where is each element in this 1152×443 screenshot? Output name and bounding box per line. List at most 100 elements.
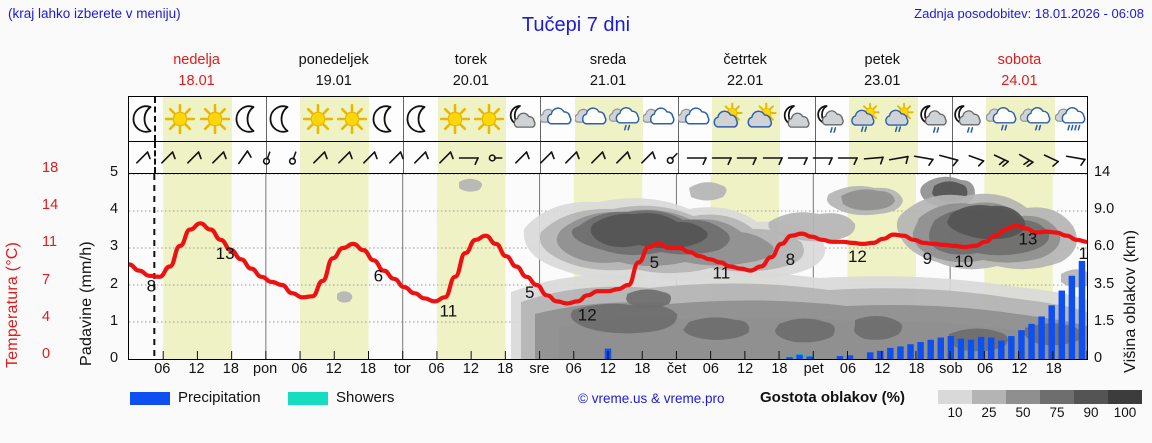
copyright-text[interactable]: © vreme.us & vreme.pro	[578, 391, 725, 406]
cloud-drizzle-icon	[986, 97, 1020, 141]
moon-clear-icon	[232, 97, 266, 141]
day-name: torek	[454, 52, 487, 68]
cloud-density-tick-50: 50	[1015, 405, 1031, 420]
cloud-density-color-scale	[938, 390, 1142, 404]
cloud-drizzle-icon	[1020, 97, 1054, 141]
wind-barb	[634, 142, 659, 173]
x-tick-label: 12	[462, 361, 479, 377]
daylight-shade	[849, 142, 918, 173]
wind-barb	[963, 142, 988, 173]
moon-cloud-icon	[780, 97, 814, 141]
x-tick-label: 06	[565, 361, 582, 377]
cloud-density-swatch-25	[972, 390, 1006, 404]
cloud-overcast-icon	[574, 97, 609, 141]
day-date: 24.01	[1001, 73, 1038, 89]
last-updated-text: Zadnja posodobitev: 18.01.2026 - 06:08	[914, 6, 1144, 21]
wind-barb	[533, 142, 558, 173]
svg-text:13: 13	[216, 244, 235, 263]
temperature-tick-18: 18	[42, 160, 59, 176]
precipitation-legend-swatch	[130, 392, 170, 405]
wind-barb	[887, 142, 912, 173]
x-tick-label: 12	[325, 361, 342, 377]
x-tick-label: 06	[977, 361, 994, 377]
day-column-sreda: sreda 21.01	[539, 50, 676, 94]
wind-barb	[306, 142, 331, 173]
x-tick-label: 18	[1045, 361, 1062, 377]
svg-text:10: 10	[954, 252, 973, 271]
page-title: Tučepi 7 dni	[521, 14, 631, 36]
day-separator	[403, 142, 405, 173]
cloud-overcast-icon	[540, 97, 574, 141]
cloud-density-swatch-50	[1006, 390, 1040, 404]
x-tick-label: 18	[497, 361, 514, 377]
cloud-density-legend-title: Gostota oblakov (%)	[760, 389, 906, 406]
moon-cloud-icon	[506, 97, 540, 141]
cloud-height-tick-1.5: 1.5	[1094, 312, 1115, 329]
day-separator	[951, 97, 953, 141]
day-column-nedelja: nedelja 18.01	[128, 50, 265, 94]
x-tick-label: 06	[291, 361, 308, 377]
current-time-marker	[154, 142, 157, 173]
x-tick-label: 18	[908, 361, 925, 377]
svg-text:8: 8	[786, 250, 795, 269]
x-tick-label: 18	[634, 361, 651, 377]
wind-barb	[660, 142, 685, 173]
x-tick-label: 12	[1011, 361, 1028, 377]
wind-barb	[609, 142, 634, 173]
cloud-height-tick-9.0: 9.0	[1094, 201, 1115, 218]
temperature-tick-0: 0	[42, 346, 51, 362]
showers-legend-swatch	[288, 392, 328, 405]
day-name: četrtek	[723, 52, 767, 68]
wind-barb	[205, 142, 230, 173]
cloud-overcast-icon	[643, 97, 677, 141]
day-column-petek: petek 23.01	[814, 50, 951, 94]
svg-text:12: 12	[848, 247, 867, 266]
cloud-drizzle-icon	[609, 97, 643, 141]
sun-cloud-drizzle-icon	[849, 97, 883, 141]
cloud-density-tick-25: 25	[981, 405, 997, 420]
moon-cloud-drizzle-icon	[952, 97, 986, 141]
cloud-overcast-icon	[677, 97, 712, 141]
svg-text:5: 5	[650, 253, 659, 272]
sun-clear-icon	[438, 97, 472, 141]
day-name: sobota	[997, 52, 1042, 68]
wind-barb	[483, 142, 508, 173]
cloud-height-axis-title: Višina oblakov (km)	[1122, 229, 1139, 373]
x-tick-label: 12	[599, 361, 617, 377]
moon-clear-icon	[403, 97, 437, 141]
day-date: 20.01	[452, 73, 489, 89]
precipitation-tick-5: 5	[110, 164, 119, 180]
precipitation-tick-1: 1	[110, 312, 119, 329]
cloud-density-swatch-90	[1074, 390, 1108, 404]
temperature-tick-14: 14	[42, 197, 59, 214]
day-date: 18.01	[178, 73, 215, 89]
day-date: 21.01	[589, 73, 627, 89]
x-tick-label: 18	[222, 361, 239, 377]
daylight-shade	[986, 142, 1055, 173]
precipitation-tick-0: 0	[110, 350, 119, 366]
bottom-legend: Precipitation Showers	[0, 388, 1152, 428]
moon-clear-icon	[369, 97, 403, 141]
cloud-height-tick-0: 0	[1094, 350, 1103, 366]
x-tick-label: 18	[359, 361, 377, 377]
sun-cloud-icon	[746, 97, 780, 141]
x-tick-label: 06	[154, 361, 171, 377]
temperature-tick-4: 4	[42, 308, 51, 325]
temperature-axis-title: Temperatura (°C)	[4, 241, 21, 368]
cloud-density-swatch-100	[1108, 390, 1142, 404]
daylight-shade	[300, 142, 369, 173]
precipitation-axis-title: Padavine (mm/h)	[78, 241, 95, 366]
wind-barb	[508, 142, 533, 173]
wind-barb	[180, 142, 205, 173]
cloud-height-tick-6.0: 6.0	[1094, 238, 1115, 255]
day-name: ponedeljek	[298, 52, 369, 68]
moon-clear-icon	[266, 97, 300, 141]
wind-barb	[811, 142, 836, 173]
x-tick-label: pet	[803, 361, 824, 377]
x-tick-label: 06	[839, 361, 857, 377]
sun-clear-icon	[163, 97, 197, 141]
x-tick-label: pon	[253, 361, 278, 377]
day-column-četrtek: četrtek 22.01	[677, 50, 814, 94]
day-separator	[677, 142, 679, 173]
cloud-height-tick-14: 14	[1094, 164, 1111, 180]
